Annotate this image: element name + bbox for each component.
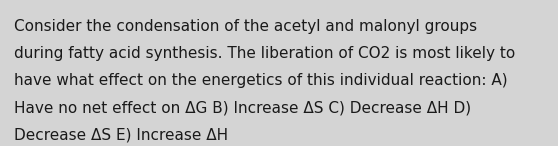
Text: Consider the condensation of the acetyl and malonyl groups: Consider the condensation of the acetyl … [14, 19, 477, 34]
Text: Decrease ΔS E) Increase ΔH: Decrease ΔS E) Increase ΔH [14, 127, 228, 142]
Text: during fatty acid synthesis. The liberation of CO2 is most likely to: during fatty acid synthesis. The liberat… [14, 46, 515, 61]
Text: have what effect on the energetics of this individual reaction: A): have what effect on the energetics of th… [14, 73, 508, 88]
Text: Have no net effect on ΔG B) Increase ΔS C) Decrease ΔH D): Have no net effect on ΔG B) Increase ΔS … [14, 100, 471, 115]
